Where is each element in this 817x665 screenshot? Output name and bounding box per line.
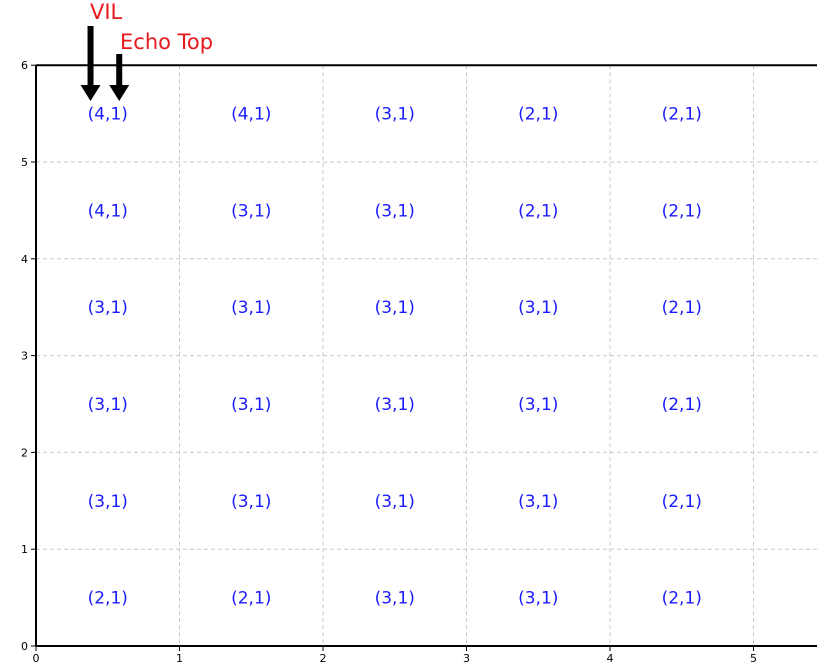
cell-label: (3,1)	[518, 589, 558, 609]
cell-label: (3,1)	[231, 201, 271, 221]
x-tick-label: 3	[463, 652, 470, 665]
y-tick-label: 1	[21, 543, 28, 556]
cell-label: (4,1)	[88, 201, 128, 221]
annotations: VIL Echo Top	[80, 0, 213, 101]
y-tick-label: 5	[21, 156, 28, 169]
annotation-label: Echo Top	[120, 30, 213, 54]
cell-label: (3,1)	[231, 492, 271, 512]
cell-label: (3,1)	[375, 589, 415, 609]
cell-label: (2,1)	[662, 298, 702, 318]
x-tick-label: 5	[750, 652, 757, 665]
cell-label: (3,1)	[375, 105, 415, 125]
cell-label: (3,1)	[375, 201, 415, 221]
cell-labels: (4,1)(4,1)(3,1)(2,1)(2,1)(2(4,1)(3,1)(3,…	[88, 105, 817, 609]
cell-label: (2,1)	[231, 589, 271, 609]
cell-label: (3,1)	[518, 298, 558, 318]
cell-label: (2,1)	[88, 589, 128, 609]
cell-label: (2,1)	[518, 105, 558, 125]
y-tick-label: 2	[21, 446, 28, 459]
cell-label: (3,1)	[518, 492, 558, 512]
gridlines	[36, 65, 817, 646]
y-tick-label: 4	[21, 253, 28, 266]
cell-label: (2,1)	[662, 201, 702, 221]
cell-label: (3,1)	[518, 395, 558, 415]
x-tick-label: 4	[607, 652, 614, 665]
cell-label: (3,1)	[88, 492, 128, 512]
annotation-arrow-head	[109, 85, 130, 101]
cell-label: (2,1)	[662, 105, 702, 125]
cell-label: (3,1)	[375, 395, 415, 415]
cell-label: (2,1)	[662, 492, 702, 512]
cell-label: (2,1)	[662, 395, 702, 415]
y-tick-label: 6	[21, 59, 28, 72]
y-tick-label: 0	[21, 640, 28, 653]
y-tick-label: 3	[21, 350, 28, 363]
cell-label: (2,1)	[662, 589, 702, 609]
cell-label: (3,1)	[231, 395, 271, 415]
cell-label: (3,1)	[375, 492, 415, 512]
x-tick-label: 1	[176, 652, 183, 665]
cell-label: (3,1)	[375, 298, 415, 318]
cell-label: (3,1)	[231, 298, 271, 318]
x-tick-label: 0	[33, 652, 40, 665]
cell-label: (3,1)	[88, 298, 128, 318]
x-tick-label: 2	[320, 652, 327, 665]
annotation-arrow-head	[80, 85, 101, 101]
cell-label: (2,1)	[518, 201, 558, 221]
annotation-label: VIL	[90, 0, 123, 24]
axes	[35, 64, 817, 647]
ticks: 0 1 2 3 4 5 0 1 2 3 4 5 6	[21, 59, 757, 665]
cell-label: (4,1)	[231, 105, 271, 125]
cell-label: (3,1)	[88, 395, 128, 415]
cell-label: (4,1)	[88, 105, 128, 125]
